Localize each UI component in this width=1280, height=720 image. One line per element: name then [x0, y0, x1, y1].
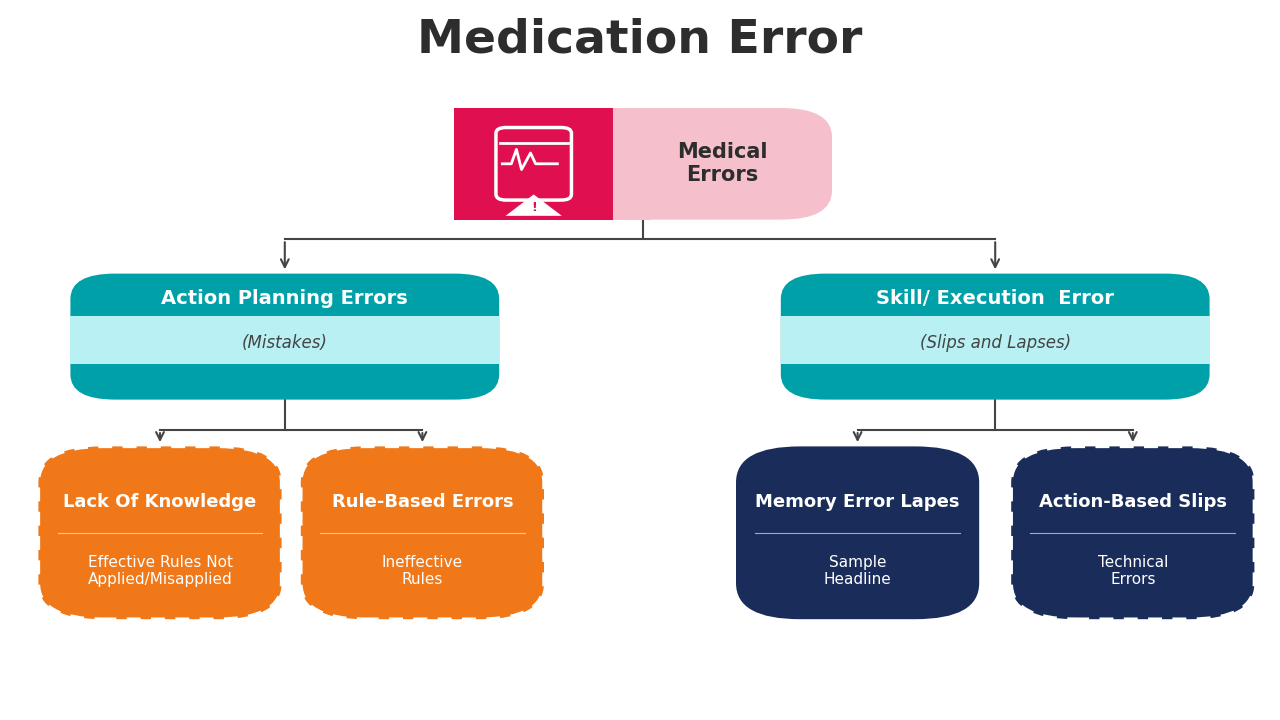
Bar — [70, 317, 499, 364]
Text: Lack Of Knowledge: Lack Of Knowledge — [64, 492, 256, 510]
Polygon shape — [506, 194, 562, 216]
Text: Technical
Errors: Technical Errors — [1098, 554, 1167, 587]
Text: (Slips and Lapses): (Slips and Lapses) — [919, 334, 1071, 352]
Text: Action Planning Errors: Action Planning Errors — [161, 289, 408, 308]
Text: Action-Based Slips: Action-Based Slips — [1039, 492, 1226, 510]
FancyBboxPatch shape — [781, 274, 1210, 400]
Text: Skill/ Execution  Error: Skill/ Execution Error — [877, 289, 1114, 308]
Text: Effective Rules Not
Applied/Misapplied: Effective Rules Not Applied/Misapplied — [87, 554, 233, 587]
FancyBboxPatch shape — [38, 446, 282, 619]
Text: Memory Error Lapes: Memory Error Lapes — [755, 492, 960, 510]
FancyBboxPatch shape — [495, 127, 571, 200]
FancyBboxPatch shape — [454, 108, 639, 220]
Text: !: ! — [531, 202, 536, 215]
FancyBboxPatch shape — [1011, 446, 1254, 619]
Bar — [781, 317, 1210, 364]
FancyBboxPatch shape — [454, 108, 832, 220]
Text: Ineffective
Rules: Ineffective Rules — [381, 554, 463, 587]
FancyBboxPatch shape — [736, 446, 979, 619]
Text: Rule-Based Errors: Rule-Based Errors — [332, 492, 513, 510]
Bar — [454, 108, 613, 220]
Text: Sample
Headline: Sample Headline — [824, 554, 891, 587]
Bar — [613, 108, 652, 220]
Text: Medical
Errors: Medical Errors — [677, 143, 768, 186]
FancyBboxPatch shape — [301, 446, 544, 619]
Text: (Mistakes): (Mistakes) — [242, 334, 328, 352]
FancyBboxPatch shape — [70, 274, 499, 400]
Text: Medication Error: Medication Error — [417, 17, 863, 62]
